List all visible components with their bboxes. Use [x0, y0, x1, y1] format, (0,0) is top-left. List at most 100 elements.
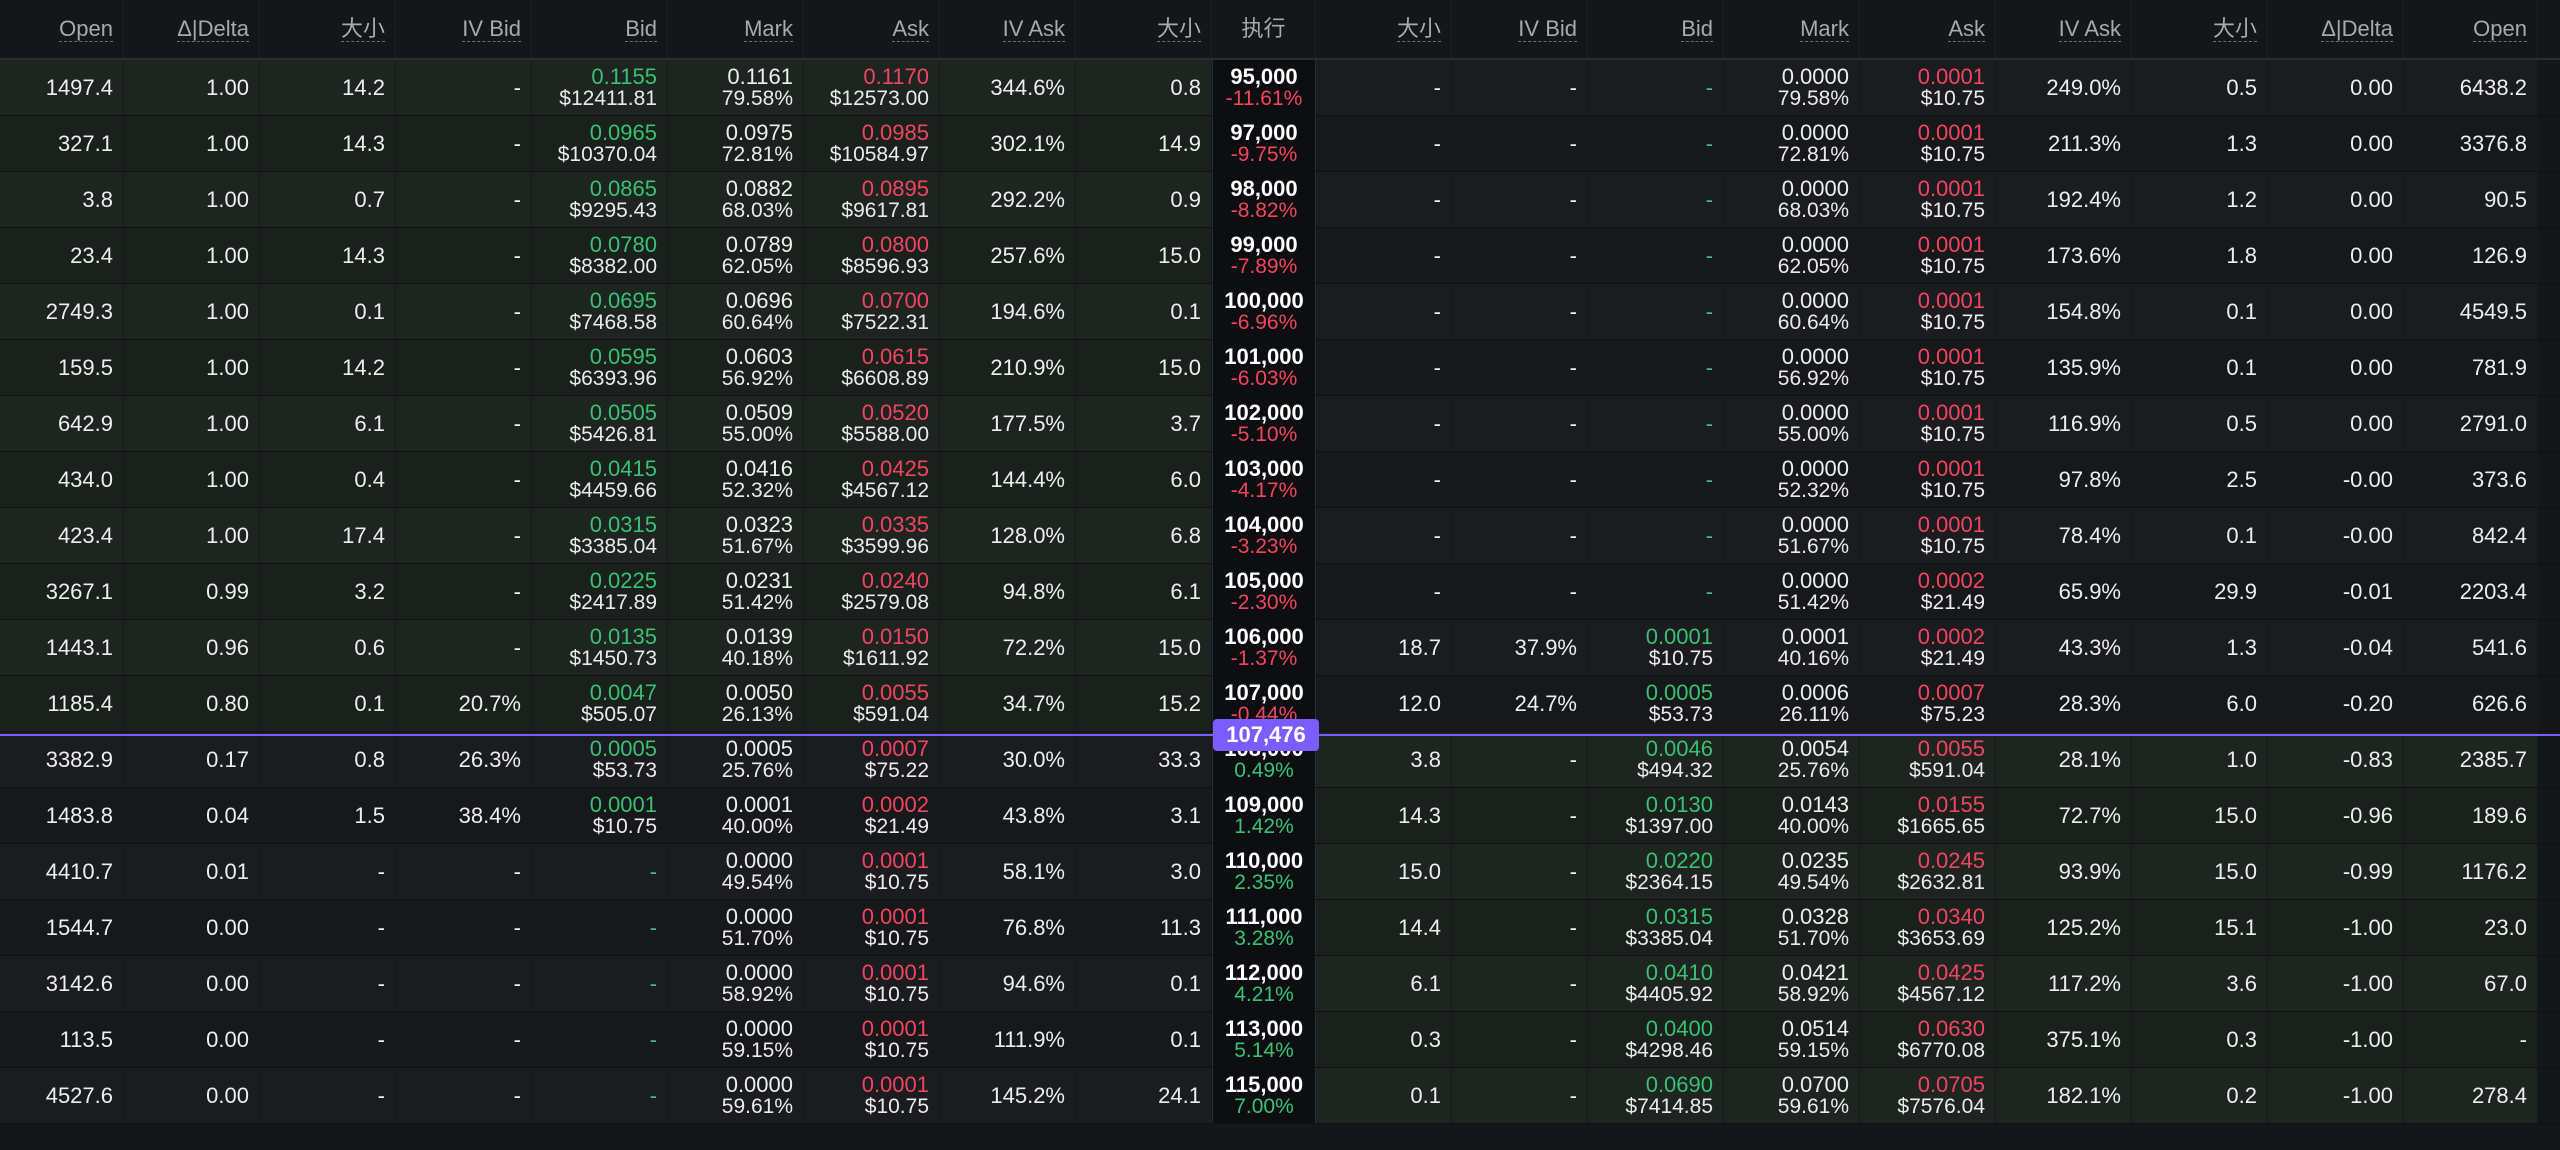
- put-mark-cell[interactable]: 0.0000 72.81%: [1724, 116, 1860, 171]
- put-bid-cell[interactable]: 0.0410 $4405.92: [1588, 956, 1724, 1011]
- put-bid-cell[interactable]: -: [1588, 60, 1724, 115]
- put-bid-cell[interactable]: 0.0315 $3385.04: [1588, 900, 1724, 955]
- put-mark-cell[interactable]: 0.0000 55.00%: [1724, 396, 1860, 451]
- header-call-bid[interactable]: Bid: [532, 0, 668, 58]
- call-bid-cell[interactable]: 0.0005 $53.73: [532, 732, 668, 787]
- put-ask-cell[interactable]: 0.0001 $10.75: [1860, 60, 1996, 115]
- call-mark-cell[interactable]: 0.0139 40.18%: [668, 620, 804, 675]
- put-bid-cell[interactable]: -: [1588, 172, 1724, 227]
- call-ask-cell[interactable]: 0.0001 $10.75: [804, 1012, 940, 1067]
- call-mark-cell[interactable]: 0.0416 52.32%: [668, 452, 804, 507]
- table-row[interactable]: 159.5 1.00 14.2-0.0595 $6393.96 0.0603 56.92%…: [0, 340, 2560, 396]
- strike-cell[interactable]: 102,000 -5.10%: [1212, 396, 1316, 451]
- call-bid-cell[interactable]: 0.0225 $2417.89: [532, 564, 668, 619]
- put-ask-cell[interactable]: 0.0001 $10.75: [1860, 116, 1996, 171]
- put-mark-cell[interactable]: 0.0328 51.70%: [1724, 900, 1860, 955]
- call-ask-cell[interactable]: 0.0425 $4567.12: [804, 452, 940, 507]
- put-mark-cell[interactable]: 0.0000 51.42%: [1724, 564, 1860, 619]
- call-mark-cell[interactable]: 0.0000 49.54%: [668, 844, 804, 899]
- strike-cell[interactable]: 110,000 2.35%: [1212, 844, 1316, 899]
- put-ask-cell[interactable]: 0.0055 $591.04: [1860, 732, 1996, 787]
- put-mark-cell[interactable]: 0.0000 60.64%: [1724, 284, 1860, 339]
- put-mark-cell[interactable]: 0.0000 51.67%: [1724, 508, 1860, 563]
- put-mark-cell[interactable]: 0.0514 59.15%: [1724, 1012, 1860, 1067]
- call-mark-cell[interactable]: 0.0000 59.61%: [668, 1068, 804, 1123]
- put-ask-cell[interactable]: 0.0001 $10.75: [1860, 172, 1996, 227]
- header-put-bid[interactable]: Bid: [1588, 0, 1724, 58]
- call-bid-cell[interactable]: 0.0415 $4459.66: [532, 452, 668, 507]
- put-ask-cell[interactable]: 0.0002 $21.49: [1860, 564, 1996, 619]
- put-mark-cell[interactable]: 0.0143 40.00%: [1724, 788, 1860, 843]
- put-bid-cell[interactable]: -: [1588, 116, 1724, 171]
- call-ask-cell[interactable]: 0.0985 $10584.97: [804, 116, 940, 171]
- table-row[interactable]: 1443.1 0.96 0.6-0.0135 $1450.73 0.0139 40.18%…: [0, 620, 2560, 676]
- call-bid-cell[interactable]: 0.0505 $5426.81: [532, 396, 668, 451]
- call-mark-cell[interactable]: 0.0975 72.81%: [668, 116, 804, 171]
- strike-cell[interactable]: 103,000 -4.17%: [1212, 452, 1316, 507]
- put-ask-cell[interactable]: 0.0155 $1665.65: [1860, 788, 1996, 843]
- call-ask-cell[interactable]: 0.1170 $12573.00: [804, 60, 940, 115]
- put-mark-cell[interactable]: 0.0054 25.76%: [1724, 732, 1860, 787]
- call-ask-cell[interactable]: 0.0002 $21.49: [804, 788, 940, 843]
- header-put-bid-size[interactable]: 大小: [1316, 0, 1452, 58]
- header-put-iv-ask[interactable]: IV Ask: [1996, 0, 2132, 58]
- strike-cell[interactable]: 97,000 -9.75%: [1212, 116, 1316, 171]
- strike-cell[interactable]: 105,000 -2.30%: [1212, 564, 1316, 619]
- put-mark-cell[interactable]: 0.0000 56.92%: [1724, 340, 1860, 395]
- call-bid-cell[interactable]: 0.0695 $7468.58: [532, 284, 668, 339]
- strike-cell[interactable]: 106,000 -1.37%: [1212, 620, 1316, 675]
- table-row[interactable]: 434.0 1.00 0.4-0.0415 $4459.66 0.0416 52.32% 0…: [0, 452, 2560, 508]
- call-ask-cell[interactable]: 0.0001 $10.75: [804, 844, 940, 899]
- call-ask-cell[interactable]: 0.0001 $10.75: [804, 956, 940, 1011]
- header-strike[interactable]: 执行: [1212, 0, 1316, 58]
- header-put-open[interactable]: Open: [2404, 0, 2538, 58]
- call-ask-cell[interactable]: 0.0240 $2579.08: [804, 564, 940, 619]
- call-bid-cell[interactable]: 0.0865 $9295.43: [532, 172, 668, 227]
- call-bid-cell[interactable]: -: [532, 1012, 668, 1067]
- put-mark-cell[interactable]: 0.0000 62.05%: [1724, 228, 1860, 283]
- call-bid-cell[interactable]: 0.0047 $505.07: [532, 676, 668, 731]
- strike-cell[interactable]: 101,000 -6.03%: [1212, 340, 1316, 395]
- table-row[interactable]: 1185.4 0.80 0.1 20.7% 0.0047 $505.07 0.0050 26.…: [0, 676, 2560, 732]
- put-mark-cell[interactable]: 0.0235 49.54%: [1724, 844, 1860, 899]
- put-bid-cell[interactable]: -: [1588, 508, 1724, 563]
- call-mark-cell[interactable]: 0.0603 56.92%: [668, 340, 804, 395]
- put-bid-cell[interactable]: 0.0220 $2364.15: [1588, 844, 1724, 899]
- strike-cell[interactable]: 99,000 -7.89%: [1212, 228, 1316, 283]
- call-mark-cell[interactable]: 0.0005 25.76%: [668, 732, 804, 787]
- call-bid-cell[interactable]: 0.0780 $8382.00: [532, 228, 668, 283]
- table-row[interactable]: 113.5 0.00- - -0.0000 59.15% 0.0001 $10.75 111.…: [0, 1012, 2560, 1068]
- put-ask-cell[interactable]: 0.0001 $10.75: [1860, 340, 1996, 395]
- header-call-ask[interactable]: Ask: [804, 0, 940, 58]
- call-bid-cell[interactable]: -: [532, 844, 668, 899]
- table-row[interactable]: 1483.8 0.04 1.5 38.4% 0.0001 $10.75 0.0001 40.0…: [0, 788, 2560, 844]
- put-mark-cell[interactable]: 0.0700 59.61%: [1724, 1068, 1860, 1123]
- put-ask-cell[interactable]: 0.0425 $4567.12: [1860, 956, 1996, 1011]
- put-ask-cell[interactable]: 0.0705 $7576.04: [1860, 1068, 1996, 1123]
- header-call-iv-ask[interactable]: IV Ask: [940, 0, 1076, 58]
- header-put-delta[interactable]: Δ|Delta: [2268, 0, 2404, 58]
- call-ask-cell[interactable]: 0.0055 $591.04: [804, 676, 940, 731]
- header-call-mark[interactable]: Mark: [668, 0, 804, 58]
- call-mark-cell[interactable]: 0.0789 62.05%: [668, 228, 804, 283]
- call-bid-cell[interactable]: 0.0315 $3385.04: [532, 508, 668, 563]
- put-ask-cell[interactable]: 0.0001 $10.75: [1860, 228, 1996, 283]
- call-ask-cell[interactable]: 0.0001 $10.75: [804, 900, 940, 955]
- call-mark-cell[interactable]: 0.0050 26.13%: [668, 676, 804, 731]
- put-bid-cell[interactable]: -: [1588, 228, 1724, 283]
- put-bid-cell[interactable]: 0.0400 $4298.46: [1588, 1012, 1724, 1067]
- put-bid-cell[interactable]: -: [1588, 452, 1724, 507]
- put-ask-cell[interactable]: 0.0001 $10.75: [1860, 508, 1996, 563]
- table-row[interactable]: 3382.9 0.17 0.8 26.3% 0.0005 $53.73 0.0005 25.7…: [0, 732, 2560, 788]
- table-row[interactable]: 2749.3 1.00 0.1-0.0695 $7468.58 0.0696 60.64%…: [0, 284, 2560, 340]
- call-ask-cell[interactable]: 0.0800 $8596.93: [804, 228, 940, 283]
- put-ask-cell[interactable]: 0.0001 $10.75: [1860, 284, 1996, 339]
- strike-cell[interactable]: 111,000 3.28%: [1212, 900, 1316, 955]
- call-ask-cell[interactable]: 0.0150 $1611.92: [804, 620, 940, 675]
- put-bid-cell[interactable]: 0.0690 $7414.85: [1588, 1068, 1724, 1123]
- header-call-bid-size[interactable]: 大小: [260, 0, 396, 58]
- table-row[interactable]: 327.1 1.00 14.3-0.0965 $10370.04 0.0975 72.81…: [0, 116, 2560, 172]
- put-bid-cell[interactable]: -: [1588, 396, 1724, 451]
- call-ask-cell[interactable]: 0.0001 $10.75: [804, 1068, 940, 1123]
- header-call-ask-size[interactable]: 大小: [1076, 0, 1212, 58]
